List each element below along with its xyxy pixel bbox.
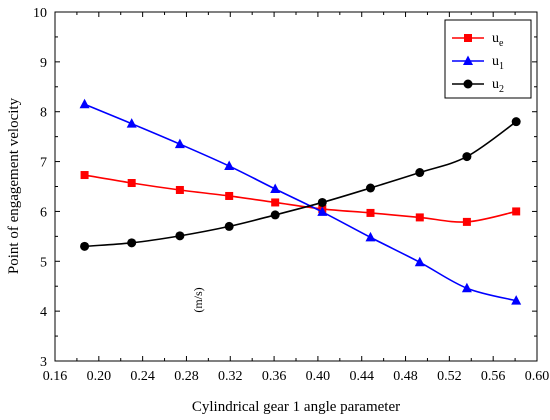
data-point: [462, 217, 471, 226]
y-tick-label: 10: [33, 6, 47, 21]
data-point: [365, 231, 376, 242]
legend-item: ue: [452, 31, 504, 49]
y-axis-title: Point of engagement velocity: [6, 97, 22, 274]
y-tick-label: 7: [40, 156, 47, 171]
data-point: [415, 213, 424, 222]
legend-box: [444, 19, 532, 99]
unit-annotation: (m/s): [191, 287, 205, 312]
axis-ticks: 0.16 0.20 0.24 0.28 0.32 0.36 0.40 0.44 0.48 0.52…: [33, 6, 549, 384]
y-tick-label: 3: [40, 355, 47, 370]
series-layer: [79, 98, 522, 305]
data-point: [365, 183, 375, 193]
data-point: [80, 171, 89, 180]
data-point: [414, 256, 425, 267]
data-point: [175, 231, 185, 241]
data-point: [175, 185, 184, 194]
legend-label: ue: [492, 31, 504, 49]
x-tick-label: 0.28: [174, 369, 199, 384]
x-tick-label: 0.48: [393, 369, 418, 384]
data-point: [225, 191, 234, 200]
legend-swatch-marker: [464, 34, 472, 42]
y-tick-label: 6: [40, 205, 47, 220]
x-tick-label: 0.20: [87, 369, 112, 384]
series-line: [84, 174, 517, 223]
data-point: [80, 241, 90, 251]
series-u-2: [80, 117, 521, 251]
data-point: [317, 197, 327, 207]
x-tick-label: 0.56: [481, 369, 506, 384]
data-point: [224, 160, 235, 171]
legend-label: u2: [492, 77, 504, 95]
series-u-1: [79, 98, 522, 305]
data-point: [270, 210, 280, 220]
legend-item: u2: [452, 77, 504, 95]
data-point: [127, 179, 136, 188]
data-point: [511, 117, 521, 127]
x-tick-label: 0.16: [43, 369, 68, 384]
x-tick-label: 0.24: [130, 369, 155, 384]
data-point: [224, 221, 234, 231]
legend-swatch-marker: [463, 55, 473, 65]
y-tick-label: 9: [40, 56, 47, 71]
y-tick-label: 8: [40, 106, 47, 121]
legend-label: u1: [492, 54, 504, 72]
data-point: [462, 152, 472, 162]
data-point: [415, 168, 425, 178]
data-point: [79, 98, 90, 109]
x-tick-label: 0.40: [306, 369, 331, 384]
y-tick-label: 4: [40, 305, 47, 320]
x-tick-label: 0.32: [218, 369, 243, 384]
data-point: [270, 183, 281, 193]
legend-item: u1: [452, 54, 504, 72]
series-u-e: [80, 171, 521, 226]
data-point: [366, 208, 375, 217]
series-line: [84, 121, 517, 248]
legend-swatch-marker: [463, 79, 473, 89]
x-tick-label: 0.52: [437, 369, 462, 384]
series-line: [84, 103, 517, 302]
x-tick-label: 0.36: [262, 369, 287, 384]
data-point: [126, 118, 137, 128]
data-point: [461, 282, 472, 293]
y-tick-label: 5: [40, 255, 47, 270]
legend: ue u1 u2: [444, 19, 532, 99]
data-point: [174, 138, 185, 149]
x-tick-label: 0.60: [525, 369, 550, 384]
data-point: [512, 207, 521, 216]
data-point: [271, 198, 280, 207]
data-point: [127, 238, 137, 248]
x-tick-label: 0.44: [349, 369, 374, 384]
data-point: [317, 206, 328, 216]
data-point: [511, 295, 522, 305]
x-axis-title: Cylindrical gear 1 angle parameter: [192, 399, 400, 415]
